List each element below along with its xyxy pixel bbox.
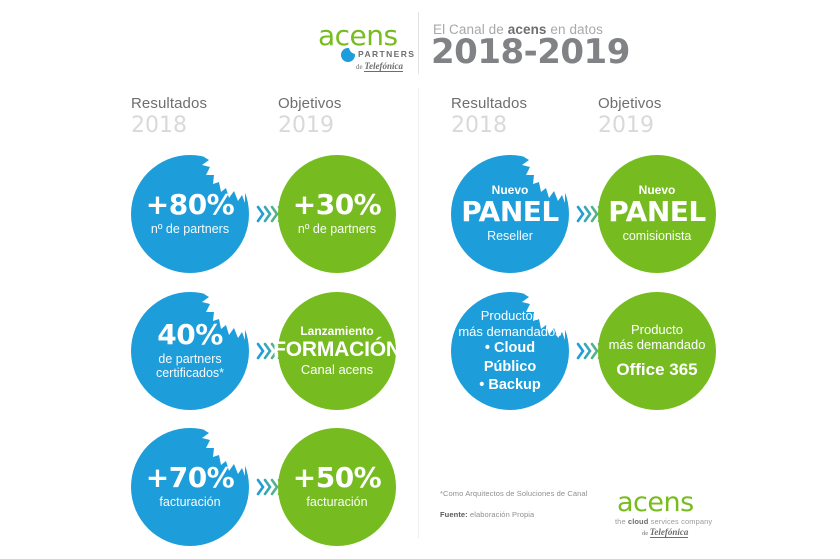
circle-objective-panel: Nuevo PANEL comisionista: [598, 155, 716, 273]
column-year: 2019: [598, 112, 654, 138]
circle-result-facturacion: +70% facturación: [131, 428, 249, 546]
tagline-pre: the: [615, 517, 628, 526]
header-divider: [418, 12, 419, 74]
footnote-source: Fuente: elaboración Propia: [440, 510, 534, 519]
acens-footer-logo: acens the cloud services company de Tele…: [609, 487, 719, 538]
footnote-source-label: Fuente:: [440, 510, 468, 519]
acens-partners-logo: acens PARTNERS de Telefónica: [312, 19, 414, 72]
circle-objective-partners: +30% nº de partners: [278, 155, 396, 273]
logo-telefonica-label: de Telefónica: [356, 61, 404, 72]
tagline-bold: cloud: [627, 517, 649, 526]
column-title: Objetivos: [598, 95, 662, 112]
circle-overline: Nuevo: [491, 183, 529, 198]
footer-telefonica-name: Telefónica: [649, 527, 689, 538]
circle-objective-formacion: Lanzamiento FORMACIÓN Canal acens: [273, 292, 401, 410]
footer-logo-tagline: the cloud services company: [615, 517, 712, 526]
circle-caption: Producto más demandado: [608, 321, 706, 353]
kicker-brand: acens: [507, 22, 547, 37]
circle-value: Office 365: [616, 359, 698, 379]
footnote-asterisk: *Como Arquitectos de Soluciones de Canal: [440, 489, 588, 498]
circle-value: +30%: [292, 188, 382, 222]
logo-telefonica-prefix: de: [356, 63, 365, 71]
footer-logo-wordmark: acens: [617, 487, 694, 518]
kicker-pre: El Canal de: [433, 22, 508, 37]
circle-result-productos: Productos más demandados • Cloud Público…: [451, 292, 569, 410]
circle-result-panel: Nuevo PANEL Reseller: [451, 155, 569, 273]
logo-partners-label: PARTNERS: [358, 49, 416, 59]
circle-value: PANEL: [608, 195, 706, 229]
column-label-right-objetivos: Objetivos 2019: [598, 96, 661, 137]
circle-value: FORMACIÓN: [273, 337, 401, 361]
circle-value: 40%: [157, 317, 223, 351]
column-year: 2018: [131, 112, 187, 138]
section-divider: [418, 88, 419, 538]
circle-caption: facturación: [306, 494, 368, 509]
circle-list-item-1: • Cloud Público: [483, 340, 537, 375]
circle-list-item-2: • Backup: [479, 376, 541, 393]
circle-objective-office365: Producto más demandado Office 365: [598, 292, 716, 410]
circle-value: +50%: [292, 461, 382, 495]
footer-logo-telefonica: de Telefónica: [642, 527, 689, 538]
circle-value: +70%: [145, 461, 235, 495]
header-years: 2018-2019: [431, 32, 630, 72]
circle-value: PANEL: [461, 195, 559, 229]
column-title: Resultados: [451, 95, 528, 112]
column-year: 2019: [278, 112, 334, 138]
header-kicker: El Canal de acens en datos: [433, 22, 603, 37]
column-label-left-resultados: Resultados 2018: [131, 96, 207, 137]
circle-value: +80%: [145, 188, 235, 222]
circle-overline: Lanzamiento: [300, 323, 374, 338]
circle-caption: comisionista: [622, 228, 692, 243]
circle-objective-facturacion: +50% facturación: [278, 428, 396, 546]
column-year: 2018: [451, 112, 507, 138]
circle-caption: Canal acens: [300, 361, 374, 377]
kicker-post: en datos: [546, 22, 603, 37]
circle-caption: Productos más demandados: [458, 308, 562, 339]
tagline-post: services company: [648, 517, 713, 526]
circle-result-partners: +80% nº de partners: [131, 155, 249, 273]
circle-caption: nº de partners: [297, 221, 377, 236]
circle-result-certificacion: 40% de partners certificados*: [131, 292, 249, 410]
logo-dot-icon: [341, 47, 356, 62]
circle-caption: facturación: [159, 494, 221, 509]
circle-caption: de partners certificados*: [155, 351, 225, 381]
column-label-right-resultados: Resultados 2018: [451, 96, 527, 137]
column-label-left-objetivos: Objetivos 2019: [278, 96, 341, 137]
circle-caption: Reseller: [487, 228, 533, 243]
header: acens PARTNERS de Telefónica El Canal de…: [0, 0, 840, 86]
logo-wordmark: acens: [318, 19, 398, 52]
logo-telefonica-name: Telefónica: [364, 61, 404, 72]
circle-caption: nº de partners: [150, 221, 230, 236]
column-title: Objetivos: [278, 95, 342, 112]
footer-telefonica-prefix: de: [642, 530, 650, 537]
circle-overline: Nuevo: [638, 183, 676, 198]
column-title: Resultados: [131, 95, 208, 112]
footnote-source-text: elaboración Propia: [467, 510, 535, 519]
